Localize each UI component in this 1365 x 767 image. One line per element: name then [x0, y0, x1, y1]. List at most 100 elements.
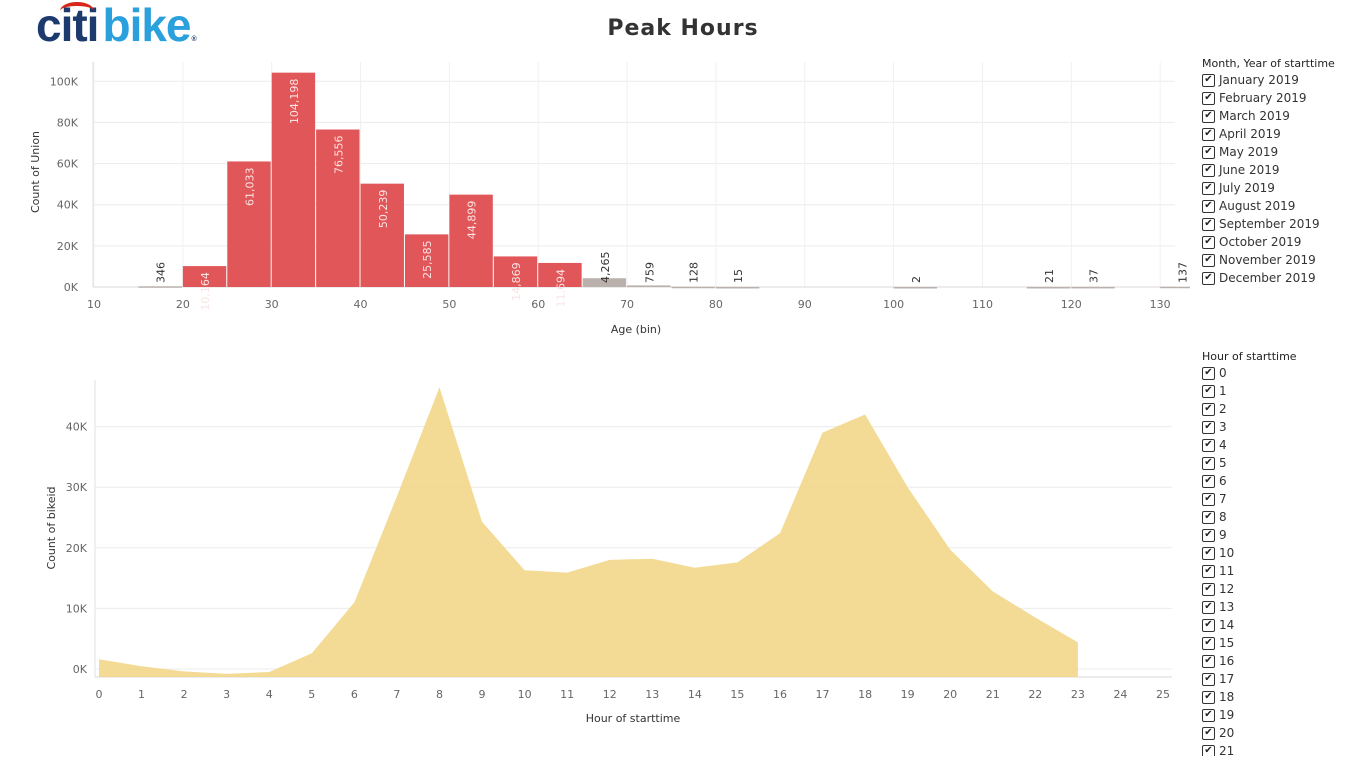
histogram-bar-label: 25,585	[421, 240, 434, 278]
hour-filter-item[interactable]: ✔ 19	[1202, 706, 1297, 724]
hour-filter-item[interactable]: ✔ 8	[1202, 508, 1297, 526]
checkbox-checked-icon[interactable]: ✔	[1202, 128, 1215, 141]
checkbox-checked-icon[interactable]: ✔	[1202, 367, 1215, 380]
hour-filter-item[interactable]: ✔ 12	[1202, 580, 1297, 598]
checkbox-checked-icon[interactable]: ✔	[1202, 92, 1215, 105]
hour-filter-item[interactable]: ✔ 4	[1202, 436, 1297, 454]
area-xtick-label: 0	[96, 688, 103, 701]
month-filter-item[interactable]: ✔ October 2019	[1202, 233, 1335, 251]
checkbox-checked-icon[interactable]: ✔	[1202, 254, 1215, 267]
hour-filter-item[interactable]: ✔ 21	[1202, 742, 1297, 756]
checkbox-checked-icon[interactable]: ✔	[1202, 385, 1215, 398]
month-filter-list: ✔ January 2019 ✔ February 2019 ✔ March 2019 ✔ A…	[1202, 71, 1335, 287]
hour-filter-item[interactable]: ✔ 15	[1202, 634, 1297, 652]
month-filter-label: May 2019	[1219, 145, 1278, 159]
checkbox-checked-icon[interactable]: ✔	[1202, 601, 1215, 614]
hour-filter-item[interactable]: ✔ 11	[1202, 562, 1297, 580]
checkbox-checked-icon[interactable]: ✔	[1202, 200, 1215, 213]
checkbox-checked-icon[interactable]: ✔	[1202, 709, 1215, 722]
hour-filter-item[interactable]: ✔ 7	[1202, 490, 1297, 508]
checkbox-checked-icon[interactable]: ✔	[1202, 565, 1215, 578]
area-xtick-label: 23	[1071, 688, 1085, 701]
checkbox-checked-icon[interactable]: ✔	[1202, 493, 1215, 506]
month-filter-label: June 2019	[1219, 163, 1280, 177]
month-filter-item[interactable]: ✔ July 2019	[1202, 179, 1335, 197]
month-filter-item[interactable]: ✔ January 2019	[1202, 71, 1335, 89]
checkbox-checked-icon[interactable]: ✔	[1202, 164, 1215, 177]
checkbox-checked-icon[interactable]: ✔	[1202, 619, 1215, 632]
month-filter-label: March 2019	[1219, 109, 1290, 123]
hour-filter-item[interactable]: ✔ 13	[1202, 598, 1297, 616]
checkbox-checked-icon[interactable]: ✔	[1202, 511, 1215, 524]
checkbox-checked-icon[interactable]: ✔	[1202, 583, 1215, 596]
checkbox-checked-icon[interactable]: ✔	[1202, 529, 1215, 542]
hour-filter-item[interactable]: ✔ 10	[1202, 544, 1297, 562]
hour-filter-item[interactable]: ✔ 17	[1202, 670, 1297, 688]
hour-filter-item[interactable]: ✔ 2	[1202, 400, 1297, 418]
bar-xtick-label: 60	[531, 298, 545, 311]
charts-canvas: 0K20K40K60K80K100K10 20 30 40 50 60 70 80 90 100 1…	[0, 0, 1190, 767]
hour-filter-label: 14	[1219, 618, 1234, 632]
histogram-bar-label: 21	[1043, 269, 1056, 283]
hour-filter-label: 3	[1219, 420, 1227, 434]
bar-xtick-label: 100	[883, 298, 904, 311]
bar-xtick-label: 50	[442, 298, 456, 311]
month-filter-item[interactable]: ✔ April 2019	[1202, 125, 1335, 143]
hour-filter-item[interactable]: ✔ 16	[1202, 652, 1297, 670]
checkbox-checked-icon[interactable]: ✔	[1202, 403, 1215, 416]
hour-filter-label: 0	[1219, 366, 1227, 380]
hour-filter-item[interactable]: ✔ 6	[1202, 472, 1297, 490]
histogram-bar-label: 346	[155, 262, 168, 283]
hour-filter-item[interactable]: ✔ 5	[1202, 454, 1297, 472]
hour-filter-item[interactable]: ✔ 14	[1202, 616, 1297, 634]
hour-filter-title: Hour of starttime	[1202, 350, 1297, 363]
checkbox-checked-icon[interactable]: ✔	[1202, 547, 1215, 560]
hour-filter-item[interactable]: ✔ 1	[1202, 382, 1297, 400]
area-xtick-label: 1	[138, 688, 145, 701]
checkbox-checked-icon[interactable]: ✔	[1202, 475, 1215, 488]
hour-filter-item[interactable]: ✔ 3	[1202, 418, 1297, 436]
month-filter-item[interactable]: ✔ August 2019	[1202, 197, 1335, 215]
area-xtick-label: 9	[479, 688, 486, 701]
hour-filter-item[interactable]: ✔ 9	[1202, 526, 1297, 544]
histogram-bar	[138, 286, 181, 288]
bar-xtick-label: 120	[1061, 298, 1082, 311]
checkbox-checked-icon[interactable]: ✔	[1202, 272, 1215, 285]
month-filter-label: February 2019	[1219, 91, 1307, 105]
month-filter-item[interactable]: ✔ December 2019	[1202, 269, 1335, 287]
checkbox-checked-icon[interactable]: ✔	[1202, 421, 1215, 434]
hour-filter-item[interactable]: ✔ 0	[1202, 364, 1297, 382]
bar-xtick-label: 70	[620, 298, 634, 311]
checkbox-checked-icon[interactable]: ✔	[1202, 691, 1215, 704]
checkbox-checked-icon[interactable]: ✔	[1202, 182, 1215, 195]
checkbox-checked-icon[interactable]: ✔	[1202, 439, 1215, 452]
checkbox-checked-icon[interactable]: ✔	[1202, 146, 1215, 159]
checkbox-checked-icon[interactable]: ✔	[1202, 673, 1215, 686]
hour-filter-item[interactable]: ✔ 20	[1202, 724, 1297, 742]
month-filter-item[interactable]: ✔ September 2019	[1202, 215, 1335, 233]
checkbox-checked-icon[interactable]: ✔	[1202, 457, 1215, 470]
month-filter-label: September 2019	[1219, 217, 1320, 231]
hour-filter-label: 19	[1219, 708, 1234, 722]
bar-ytick-label: 80K	[57, 116, 79, 129]
month-filter-item[interactable]: ✔ February 2019	[1202, 89, 1335, 107]
hourly-area-chart: 0K10K20K30K40K0 1 2 3 4 5 6 7 8 9 10 11 12 13 14 15 16 17…	[45, 380, 1172, 725]
checkbox-checked-icon[interactable]: ✔	[1202, 110, 1215, 123]
checkbox-checked-icon[interactable]: ✔	[1202, 236, 1215, 249]
hour-filter-item[interactable]: ✔ 18	[1202, 688, 1297, 706]
checkbox-checked-icon[interactable]: ✔	[1202, 637, 1215, 650]
histogram-bar	[1160, 287, 1190, 289]
month-filter-item[interactable]: ✔ May 2019	[1202, 143, 1335, 161]
month-filter-item[interactable]: ✔ March 2019	[1202, 107, 1335, 125]
month-filter-item[interactable]: ✔ June 2019	[1202, 161, 1335, 179]
checkbox-checked-icon[interactable]: ✔	[1202, 74, 1215, 87]
bar-y-axis-title: Count of Union	[29, 131, 42, 213]
checkbox-checked-icon[interactable]: ✔	[1202, 745, 1215, 757]
checkbox-checked-icon[interactable]: ✔	[1202, 218, 1215, 231]
month-filter-title: Month, Year of starttime	[1202, 57, 1335, 70]
histogram-bar	[716, 287, 759, 289]
checkbox-checked-icon[interactable]: ✔	[1202, 727, 1215, 740]
checkbox-checked-icon[interactable]: ✔	[1202, 655, 1215, 668]
area-xtick-label: 25	[1156, 688, 1170, 701]
month-filter-item[interactable]: ✔ November 2019	[1202, 251, 1335, 269]
